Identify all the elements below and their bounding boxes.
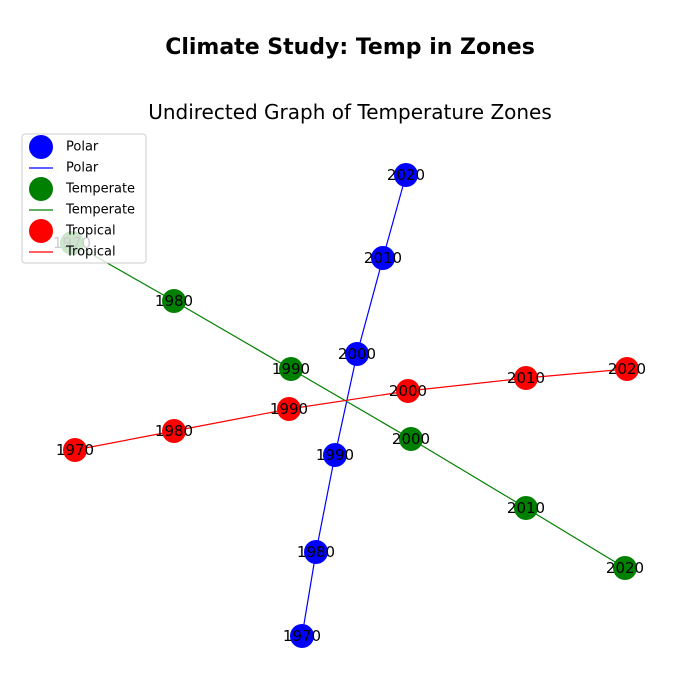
node-label-tropical-2020: 2020 xyxy=(608,360,646,378)
legend-label-line-tropical: Tropical xyxy=(65,245,116,260)
node-tropical-1990 xyxy=(277,397,301,421)
edge-polar-1970-1980 xyxy=(301,551,317,637)
legend-marker-temperate xyxy=(29,177,53,201)
node-label-tropical-1980: 1980 xyxy=(155,422,193,440)
legend-label-marker-temperate: Temperate xyxy=(65,182,135,197)
legend-marker-tropical xyxy=(29,219,53,243)
edge-polar-2000-2010 xyxy=(356,257,384,355)
edge-polar-2010-2020 xyxy=(382,174,407,259)
node-label-polar-1990: 1990 xyxy=(316,446,354,464)
node-temperate-1980 xyxy=(162,289,186,313)
legend-label-marker-polar: Polar xyxy=(66,140,99,155)
legend-label-line-temperate: Temperate xyxy=(65,203,135,218)
node-tropical-2010 xyxy=(514,366,538,390)
node-temperate-2010 xyxy=(514,496,538,520)
figure-title: Climate Study: Temp in Zones xyxy=(165,35,535,60)
node-polar-1980 xyxy=(304,540,328,564)
legend-box xyxy=(21,133,147,264)
node-label-temperate-2000: 2000 xyxy=(392,430,430,448)
edge-polar-1980-1990 xyxy=(315,454,336,553)
node-tropical-1970 xyxy=(63,438,87,462)
node-polar-2010 xyxy=(371,246,395,270)
edge-tropical-1970-1980 xyxy=(74,430,175,451)
node-tropical-2000 xyxy=(396,379,420,403)
node-label-polar-2000: 2000 xyxy=(338,345,376,363)
edge-layer xyxy=(71,174,628,637)
node-temperate-1990 xyxy=(279,357,303,381)
node-label-polar-1970: 1970 xyxy=(283,627,321,645)
node-tropical-1980 xyxy=(162,419,186,443)
edge-tropical-1990-2000 xyxy=(288,390,409,410)
legend-label-line-polar: Polar xyxy=(66,161,99,176)
node-tropical-2020 xyxy=(615,357,639,381)
edge-tropical-1980-1990 xyxy=(173,408,290,432)
node-label-temperate-2010: 2010 xyxy=(507,499,545,517)
legend-label-marker-tropical: Tropical xyxy=(65,224,116,239)
legend-marker-polar xyxy=(29,135,53,159)
node-label-tropical-2010: 2010 xyxy=(507,369,545,387)
node-polar-1990 xyxy=(323,443,347,467)
node-label-temperate-1980: 1980 xyxy=(155,292,193,310)
edge-temperate-1990-2000 xyxy=(290,368,412,440)
node-label-tropical-2000: 2000 xyxy=(389,382,427,400)
node-label-temperate-2020: 2020 xyxy=(606,559,644,577)
edge-tropical-2000-2010 xyxy=(407,377,527,392)
legend: Polar Polar Temperate Temperate Tropical Trop… xyxy=(21,133,147,264)
node-label-polar-2010: 2010 xyxy=(364,249,402,267)
node-temperate-2020 xyxy=(613,556,637,580)
node-polar-2020 xyxy=(394,163,418,187)
node-polar-1970 xyxy=(290,624,314,648)
edge-polar-1990-2000 xyxy=(334,353,358,456)
node-label-tropical-1990: 1990 xyxy=(270,400,308,418)
edge-tropical-2010-2020 xyxy=(525,368,628,379)
node-layer: 1970 1980 1990 2000 2010 2020 1970 1980 1990 2000… xyxy=(53,163,646,648)
graph-subtitle: Undirected Graph of Temperature Zones xyxy=(148,100,552,124)
edge-temperate-2000-2010 xyxy=(410,438,527,509)
node-label-polar-1980: 1980 xyxy=(297,543,335,561)
node-label-tropical-1970: 1970 xyxy=(56,441,94,459)
node-temperate-2000 xyxy=(399,427,423,451)
node-label-polar-2020: 2020 xyxy=(387,166,425,184)
edge-temperate-2010-2020 xyxy=(525,507,626,569)
node-label-temperate-1990: 1990 xyxy=(272,360,310,378)
node-polar-2000 xyxy=(345,342,369,366)
edge-temperate-1980-1990 xyxy=(173,300,292,370)
